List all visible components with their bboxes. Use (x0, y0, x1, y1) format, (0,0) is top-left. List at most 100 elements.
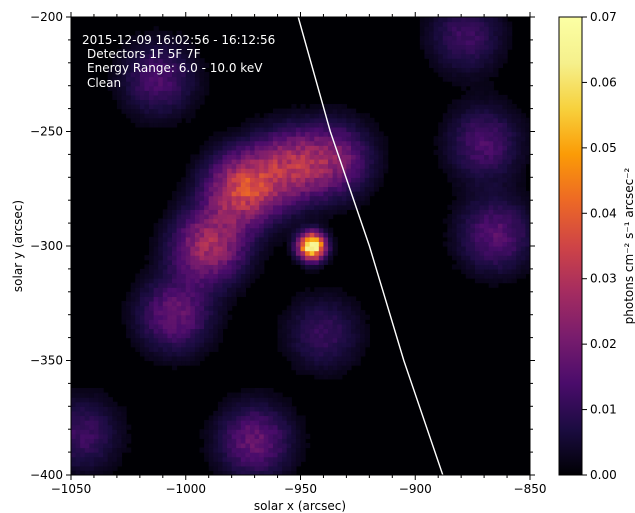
heatmap-cell (323, 319, 329, 325)
heatmap-cell (447, 204, 453, 210)
heatmap-cell (153, 44, 159, 50)
heatmap-cell (190, 67, 196, 73)
heatmap-cell (493, 136, 499, 142)
heatmap-cell (167, 113, 173, 119)
heatmap-cell (451, 232, 458, 238)
heatmap-cell (346, 305, 352, 311)
heatmap-cell (112, 447, 118, 453)
heatmap-cell (162, 278, 168, 284)
heatmap-cell (116, 76, 123, 82)
heatmap-cell (488, 227, 494, 233)
heatmap-cell (493, 67, 499, 73)
heatmap-cell (98, 465, 104, 472)
heatmap-cell (511, 113, 517, 119)
heatmap-cell (130, 333, 136, 339)
heatmap-cell (217, 465, 224, 472)
heatmap-cell (185, 177, 191, 183)
heatmap-cell (103, 456, 109, 462)
heatmap-cell (451, 108, 458, 114)
heatmap-cell (465, 218, 471, 224)
heatmap-cell (181, 323, 187, 330)
heatmap-cell (199, 337, 205, 343)
y-tick-label: −300 (30, 239, 63, 253)
heatmap-cell (309, 117, 315, 123)
heatmap-cell (328, 195, 334, 201)
heatmap-cell (433, 53, 439, 59)
heatmap-cell (465, 90, 471, 96)
heatmap-cell (447, 172, 453, 178)
heatmap-cell (204, 158, 210, 165)
heatmap-cell (259, 204, 265, 210)
heatmap-cell (171, 58, 178, 64)
heatmap-cell (474, 259, 481, 265)
heatmap-cell (245, 470, 251, 475)
heatmap-cell (364, 191, 370, 197)
heatmap-cell (167, 346, 173, 352)
heatmap-cell (181, 291, 187, 297)
heatmap-cell (204, 71, 210, 78)
heatmap-cell (121, 420, 127, 426)
heatmap-cell (465, 200, 471, 206)
heatmap-cell (282, 195, 288, 201)
heatmap-cell (116, 85, 123, 91)
heatmap-cell (171, 333, 178, 339)
heatmap-cell (240, 177, 247, 183)
heatmap-cell (231, 213, 237, 220)
heatmap-cell (314, 154, 320, 160)
heatmap-cell (451, 17, 458, 23)
heatmap-cell (144, 278, 150, 284)
heatmap-cell (346, 126, 352, 133)
heatmap-cell (451, 136, 458, 142)
heatmap-cell (314, 122, 320, 128)
heatmap-cell (277, 158, 283, 165)
heatmap-cell (80, 387, 86, 394)
heatmap-cell (484, 223, 490, 229)
heatmap-cell (245, 456, 251, 462)
heatmap-cell (194, 209, 201, 215)
heatmap-cell (245, 452, 251, 458)
heatmap-cell (153, 328, 159, 334)
heatmap-cell (199, 163, 205, 169)
heatmap-cell (158, 35, 164, 41)
heatmap-cell (474, 158, 481, 165)
heatmap-cell (208, 204, 214, 210)
heatmap-cell (236, 406, 242, 412)
heatmap-cell (360, 314, 366, 320)
heatmap-cell (185, 223, 191, 229)
heatmap-cell (240, 145, 247, 151)
heatmap-cell (93, 401, 100, 407)
heatmap-cell (479, 62, 485, 68)
heatmap-cell (451, 39, 458, 46)
heatmap-cell (318, 181, 325, 188)
heatmap-cell (314, 342, 320, 348)
heatmap-cell (305, 300, 311, 307)
heatmap-cell (250, 387, 256, 394)
heatmap-cell (291, 442, 297, 449)
heatmap-cell (98, 442, 104, 449)
heatmap-cell (112, 429, 118, 435)
heatmap-cell (511, 117, 517, 123)
heatmap-cell (259, 452, 265, 458)
heatmap-cell (516, 108, 522, 114)
heatmap-cell (116, 429, 123, 435)
heatmap-cell (488, 131, 494, 137)
heatmap-cell (181, 49, 187, 55)
heatmap-cell (332, 154, 338, 160)
heatmap-cell (236, 433, 242, 439)
heatmap-cell (259, 236, 265, 243)
heatmap-cell (332, 177, 338, 183)
heatmap-cell (300, 259, 306, 265)
heatmap-cell (364, 145, 370, 151)
heatmap-cell (139, 99, 146, 105)
heatmap-cell (98, 461, 104, 467)
heatmap-cell (474, 85, 481, 91)
heatmap-cell (447, 108, 453, 114)
heatmap-cell (350, 126, 357, 133)
heatmap-cell (451, 62, 458, 68)
heatmap-cell (204, 218, 210, 224)
heatmap-cell (479, 136, 485, 142)
heatmap-cell (75, 452, 81, 458)
heatmap-cell (272, 232, 279, 238)
heatmap-cell (484, 213, 490, 220)
heatmap-cell (465, 81, 471, 87)
